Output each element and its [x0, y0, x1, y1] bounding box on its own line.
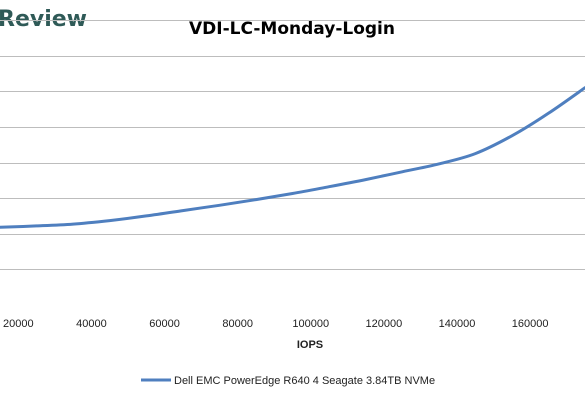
x-axis-ticks: 20000 40000 60000 80000 100000 120000 140000 16… [3, 318, 549, 330]
series-lines [0, 86, 585, 229]
x-tick-label: 60000 [149, 318, 180, 330]
logo-text: Review [0, 7, 87, 32]
series-line [0, 86, 585, 229]
legend-label: Dell EMC PowerEdge R640 4 Seagate 3.84TB… [174, 375, 435, 387]
chart-title: VDI-LC-Monday-Login [189, 19, 395, 39]
gridlines [0, 20, 585, 270]
legend: Dell EMC PowerEdge R640 4 Seagate 3.84TB… [141, 375, 435, 387]
x-tick-label: 20000 [3, 318, 34, 330]
x-tick-label: 120000 [366, 318, 403, 330]
x-tick-label: 80000 [222, 318, 253, 330]
x-tick-label: 100000 [292, 318, 329, 330]
x-tick-label: 40000 [76, 318, 107, 330]
x-tick-label: 160000 [512, 318, 549, 330]
x-axis-label: IOPS [297, 339, 323, 351]
x-tick-label: 140000 [439, 318, 476, 330]
